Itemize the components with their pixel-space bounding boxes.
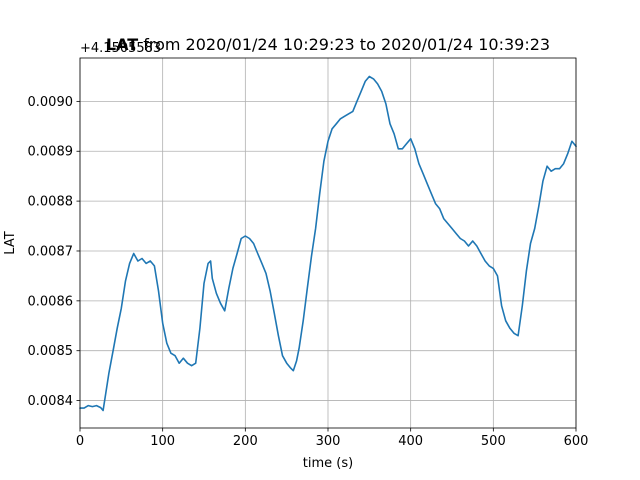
- x-tick-label: 200: [233, 434, 258, 449]
- series-layer: [79, 75, 577, 412]
- x-tick-label: 400: [398, 434, 423, 449]
- lat-series-line: [79, 75, 577, 412]
- x-tick-label: 300: [316, 434, 341, 449]
- chart-title: LAT from 2020/01/24 10:29:23 to 2020/01/…: [106, 35, 550, 54]
- x-axis-ticks: 0 100 200 300 400 500 600: [76, 428, 589, 449]
- x-tick-label: 0: [76, 434, 84, 449]
- y-tick-label: 0.0090: [28, 95, 74, 110]
- x-tick-label: 500: [481, 434, 506, 449]
- x-axis-label: time (s): [303, 456, 353, 471]
- y-axis-label: LAT: [3, 231, 18, 254]
- y-axis-ticks: 0.0084 0.0085 0.0086 0.0087 0.0088 0.0089 0.00…: [28, 95, 80, 409]
- x-tick-label: 100: [150, 434, 175, 449]
- y-tick-label: 0.0086: [28, 294, 74, 309]
- grid-lines: [79, 58, 577, 428]
- y-tick-label: 0.0087: [28, 244, 74, 259]
- y-tick-label: 0.0084: [28, 394, 74, 409]
- y-offset-label: +4.1505583: [80, 41, 161, 56]
- y-tick-label: 0.0089: [28, 145, 74, 160]
- chart-title-emphasis: LAT: [106, 35, 138, 54]
- chart-title-rest: from 2020/01/24 10:29:23 to 2020/01/24 1…: [138, 35, 550, 54]
- y-tick-label: 0.0085: [28, 344, 74, 359]
- x-tick-label: 600: [564, 434, 589, 449]
- y-tick-label: 0.0088: [28, 195, 74, 210]
